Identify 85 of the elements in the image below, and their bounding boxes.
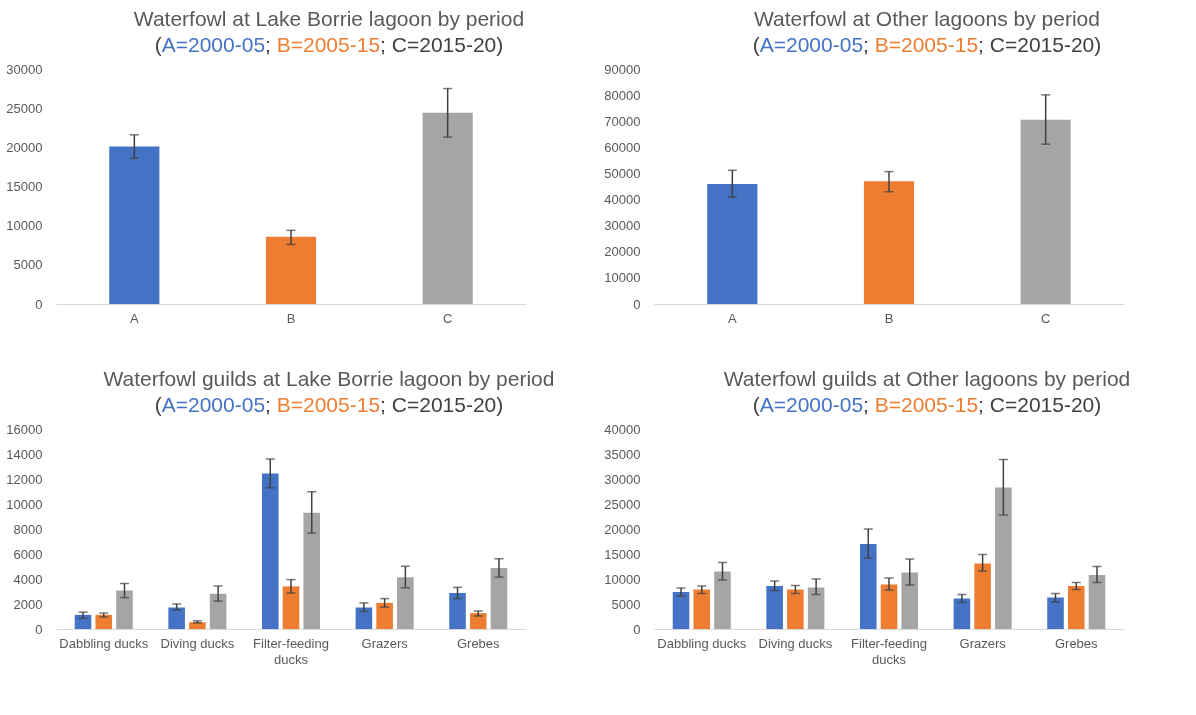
chart-subtitle: (A=2000-05; B=2005-15; C=2015-20) (154, 33, 504, 56)
chart-subtitle: (A=2000-05; B=2005-15; C=2015-20) (752, 33, 1102, 56)
y-tick-label: 15000 (604, 546, 641, 562)
chart-title: Waterfowl at Lake Borrie lagoon by period (132, 6, 526, 32)
bar (1020, 119, 1071, 304)
y-tick-label: 40000 (604, 421, 641, 437)
y-tick-label: 12000 (6, 471, 43, 487)
chart-subtitle: (A=2000-05; B=2005-15; C=2015-20) (154, 393, 504, 416)
y-tick-label: 6000 (13, 546, 43, 562)
bar (397, 577, 414, 629)
y-tick-label: 20000 (604, 521, 641, 537)
bar (355, 607, 373, 629)
x-tick-label: Filter-feeding ducks (253, 635, 329, 667)
y-tick-label: 50000 (604, 165, 641, 181)
x-tick-label: Dabbling ducks (657, 635, 747, 651)
y-tick-label: 20000 (604, 244, 641, 260)
bar (116, 590, 133, 629)
bar (766, 586, 783, 629)
bar (714, 571, 731, 629)
y-tick-label: 10000 (604, 270, 641, 286)
chart-subtitle: (A=2000-05; B=2005-15; C=2015-20) (752, 393, 1102, 416)
y-tick-label: 40000 (604, 192, 641, 208)
bar (109, 146, 160, 304)
bar (672, 592, 690, 629)
y-tick-label: 70000 (604, 113, 641, 129)
bar (807, 587, 825, 629)
y-tick-label: 0 (35, 621, 43, 637)
x-tick-label: B (884, 310, 894, 326)
x-tick-label: Dabbling ducks (59, 635, 149, 651)
x-tick-label: B (286, 310, 296, 326)
bar (880, 584, 898, 629)
y-tick-label: 20000 (6, 139, 43, 155)
chart-title: Waterfowl guilds at Other lagoons by period (722, 366, 1132, 392)
y-tick-label: 25000 (604, 496, 641, 512)
bar (282, 586, 300, 629)
x-tick-label: A (130, 310, 139, 326)
x-tick-label: Grazers (959, 635, 1007, 651)
bar (209, 593, 227, 629)
y-tick-label: 30000 (604, 471, 641, 487)
y-tick-label: 10000 (604, 571, 641, 587)
x-tick-label: C (442, 310, 453, 326)
bar (901, 572, 919, 629)
y-tick-label: 90000 (604, 61, 641, 77)
x-tick-label: C (1040, 310, 1051, 326)
y-tick-label: 5000 (13, 257, 43, 273)
bar (303, 512, 321, 629)
y-tick-label: 35000 (604, 446, 641, 462)
bar (490, 568, 508, 629)
chart-title: Waterfowl guilds at Lake Borrie lagoon by period (102, 366, 556, 392)
y-tick-label: 8000 (13, 521, 43, 537)
bar (859, 544, 877, 629)
y-tick-label: 0 (633, 296, 641, 312)
y-tick-label: 25000 (6, 100, 43, 116)
y-tick-label: 10000 (6, 496, 43, 512)
y-tick-label: 30000 (604, 218, 641, 234)
bar (995, 487, 1012, 629)
y-tick-label: 30000 (6, 61, 43, 77)
y-tick-label: 80000 (604, 87, 641, 103)
x-tick-label: Diving ducks (160, 635, 235, 651)
bar (707, 183, 758, 304)
y-tick-label: 5000 (611, 596, 641, 612)
x-tick-label: Grazers (361, 635, 409, 651)
x-tick-label: A (728, 310, 737, 326)
y-tick-label: 10000 (6, 218, 43, 234)
y-tick-label: 14000 (6, 446, 43, 462)
x-tick-label: Filter-feeding ducks (851, 635, 927, 667)
x-tick-label: Grebes (1054, 635, 1099, 651)
y-tick-label: 16000 (6, 421, 43, 437)
bar (95, 614, 113, 629)
y-tick-label: 0 (35, 296, 43, 312)
y-tick-label: 0 (633, 621, 641, 637)
bar (261, 473, 279, 629)
bar (1088, 575, 1106, 629)
bar (449, 593, 466, 629)
chart-title: Waterfowl at Other lagoons by period (753, 6, 1101, 32)
bar (422, 112, 473, 304)
bar (265, 236, 317, 304)
y-tick-label: 2000 (13, 596, 43, 612)
x-tick-label: Grebes (456, 635, 501, 651)
x-tick-label: Diving ducks (758, 635, 833, 651)
bar (974, 563, 991, 629)
y-tick-label: 15000 (6, 179, 43, 194)
y-tick-label: 4000 (13, 571, 43, 587)
y-tick-label: 60000 (604, 139, 641, 155)
bar (863, 181, 915, 304)
